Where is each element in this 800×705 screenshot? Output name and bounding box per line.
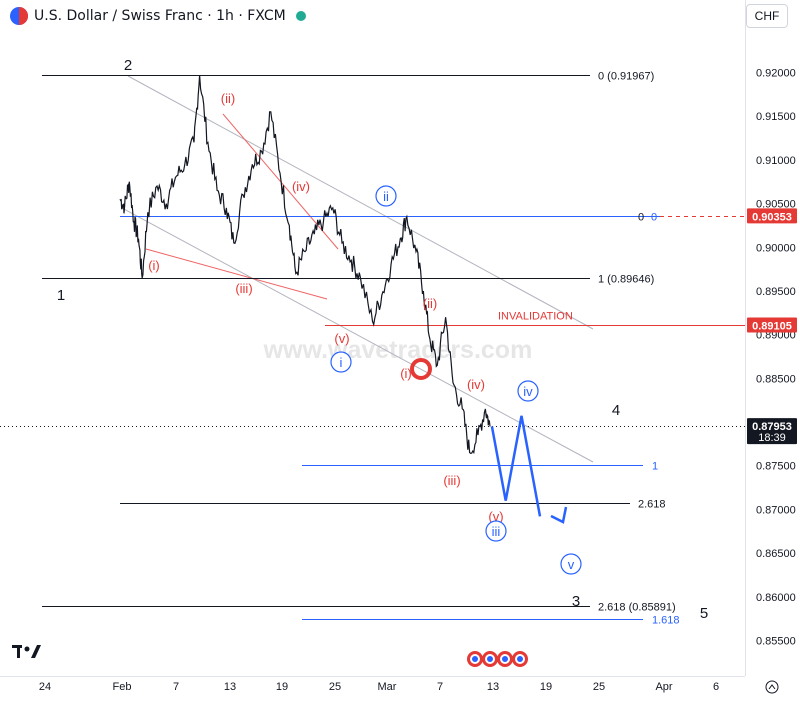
y-tick-label: 0.85500 <box>756 636 796 648</box>
y-tick-label: 0.87000 <box>756 504 796 516</box>
wave-label-4: 4 <box>612 402 620 419</box>
x-tick-label: 24 <box>39 681 51 693</box>
x-tick-label: Feb <box>113 681 132 693</box>
price-label-sub: 18:39 <box>758 432 786 444</box>
channel-lower <box>121 207 594 463</box>
wave-labels-black: 1 2 3 4 5 <box>57 57 708 622</box>
level-label: 2.618 (0.85891) <box>598 602 676 614</box>
x-tick-label: 25 <box>329 681 341 693</box>
x-tick-label: 13 <box>224 681 236 693</box>
price-label-bg <box>747 317 797 333</box>
x-tick-label: 7 <box>173 681 179 693</box>
svg-text:ii: ii <box>383 189 389 204</box>
price-label-text: 0.89105 <box>752 320 792 332</box>
x-tick-label: 7 <box>437 681 443 693</box>
blue-label-v: v <box>560 553 582 575</box>
chart-header: U.S. Dollar / Swiss Franc · 1h · FXCM <box>10 7 306 25</box>
flag-icons <box>467 651 528 667</box>
level-label: 1.618 <box>652 615 680 627</box>
red-label-iv-1: (iv) <box>292 179 310 194</box>
red-label-ii-1: (ii) <box>221 91 235 106</box>
red-label-v-2: (v) <box>488 509 503 524</box>
svg-text:v: v <box>568 557 575 572</box>
level-label: 0 <box>638 212 644 224</box>
red-label-ii-2: (ii) <box>423 296 437 311</box>
svg-text:i: i <box>340 355 343 370</box>
level-label: 2.618 <box>638 499 666 511</box>
level-label: 0 (0.91967) <box>598 71 654 83</box>
price-label-text: 0.90353 <box>752 211 792 223</box>
svg-text:iii: iii <box>492 524 501 539</box>
red-label-i-2: (i) <box>400 366 412 381</box>
level-label: INVALIDATION <box>498 311 573 323</box>
tradingview-logo <box>12 645 41 658</box>
currency-selector[interactable]: CHF <box>746 4 788 28</box>
y-tick-label: 0.91000 <box>756 155 796 167</box>
market-status-icon <box>295 11 306 21</box>
blue-label-iii: iii <box>485 520 507 542</box>
marker-circle <box>410 358 432 380</box>
wave-label-2: 2 <box>124 57 132 74</box>
price-series <box>119 75 491 455</box>
price-label-text: 0.87953 <box>752 421 792 433</box>
level-label: 0 <box>651 212 657 224</box>
price-axis-ticks: 0.92000 0.91500 0.91000 0.90500 0.90000 0.895… <box>756 68 796 648</box>
y-tick-label: 0.86000 <box>756 592 796 604</box>
red-label-iii-1: (iii) <box>235 281 252 296</box>
red-label-iv-2: (iv) <box>467 377 485 392</box>
wave-label-1: 1 <box>57 287 65 304</box>
y-tick-label: 0.91500 <box>756 111 796 123</box>
flag-icon-4 <box>512 651 528 667</box>
wave-label-5: 5 <box>700 605 708 622</box>
price-label-bg <box>747 208 797 224</box>
time-axis-ticks: 24 Feb 7 13 19 25 Mar 7 13 19 25 Apr 6 <box>39 681 719 693</box>
fib-levels: 0 (0.91967) 0 0 1 (0.89646) INVALIDATION 1 2.6… <box>42 71 745 627</box>
blue-label-iv: iv <box>517 380 539 402</box>
x-tick-label: Apr <box>655 681 672 693</box>
y-tick-label: 0.92000 <box>756 68 796 80</box>
y-tick-label: 0.88500 <box>756 373 796 385</box>
x-tick-label: 19 <box>276 681 288 693</box>
y-tick-label: 0.89000 <box>756 330 796 342</box>
red-label-iii-2: (iii) <box>443 473 460 488</box>
red-label-i-1: (i) <box>148 258 160 273</box>
y-tick-label: 0.90500 <box>756 199 796 211</box>
x-tick-label: 19 <box>540 681 552 693</box>
y-tick-label: 0.90000 <box>756 242 796 254</box>
y-tick-label: 0.87500 <box>756 461 796 473</box>
wave-label-3: 3 <box>572 593 580 610</box>
flag-icon-2 <box>482 651 498 667</box>
pair-flag-icon <box>10 7 28 25</box>
x-tick-label: 25 <box>593 681 605 693</box>
chart-settings-icon[interactable] <box>765 680 779 694</box>
price-label-bg <box>747 418 797 445</box>
level-label: 1 <box>652 461 658 473</box>
wave-labels-red: (ii) (iv) (i) (iii) (v) (ii) (i) (iv) (i… <box>148 91 503 524</box>
chart-title: U.S. Dollar / Swiss Franc · 1h · FXCM <box>34 8 286 24</box>
blue-label-ii: ii <box>375 185 397 207</box>
wave-labels-blue: ii i iv iii v <box>330 185 582 575</box>
flag-icon-1 <box>467 651 483 667</box>
wedge-upper <box>222 113 339 250</box>
y-tick-label: 0.86500 <box>756 548 796 560</box>
red-wedge-lines <box>145 113 339 300</box>
red-label-v-1: (v) <box>334 331 349 346</box>
x-tick-label: 13 <box>487 681 499 693</box>
watermark: www.wavetraders.com <box>263 336 533 364</box>
wedge-lower <box>145 248 328 300</box>
x-tick-label: 6 <box>713 681 719 693</box>
level-label: 1 (0.89646) <box>598 274 654 286</box>
projection-path <box>490 415 542 517</box>
blue-label-i: i <box>330 351 352 373</box>
svg-text:iv: iv <box>523 384 533 399</box>
y-tick-label: 0.89500 <box>756 286 796 298</box>
projection-arrowhead <box>550 506 568 524</box>
flag-icon-3 <box>497 651 513 667</box>
x-tick-label: Mar <box>378 681 397 693</box>
